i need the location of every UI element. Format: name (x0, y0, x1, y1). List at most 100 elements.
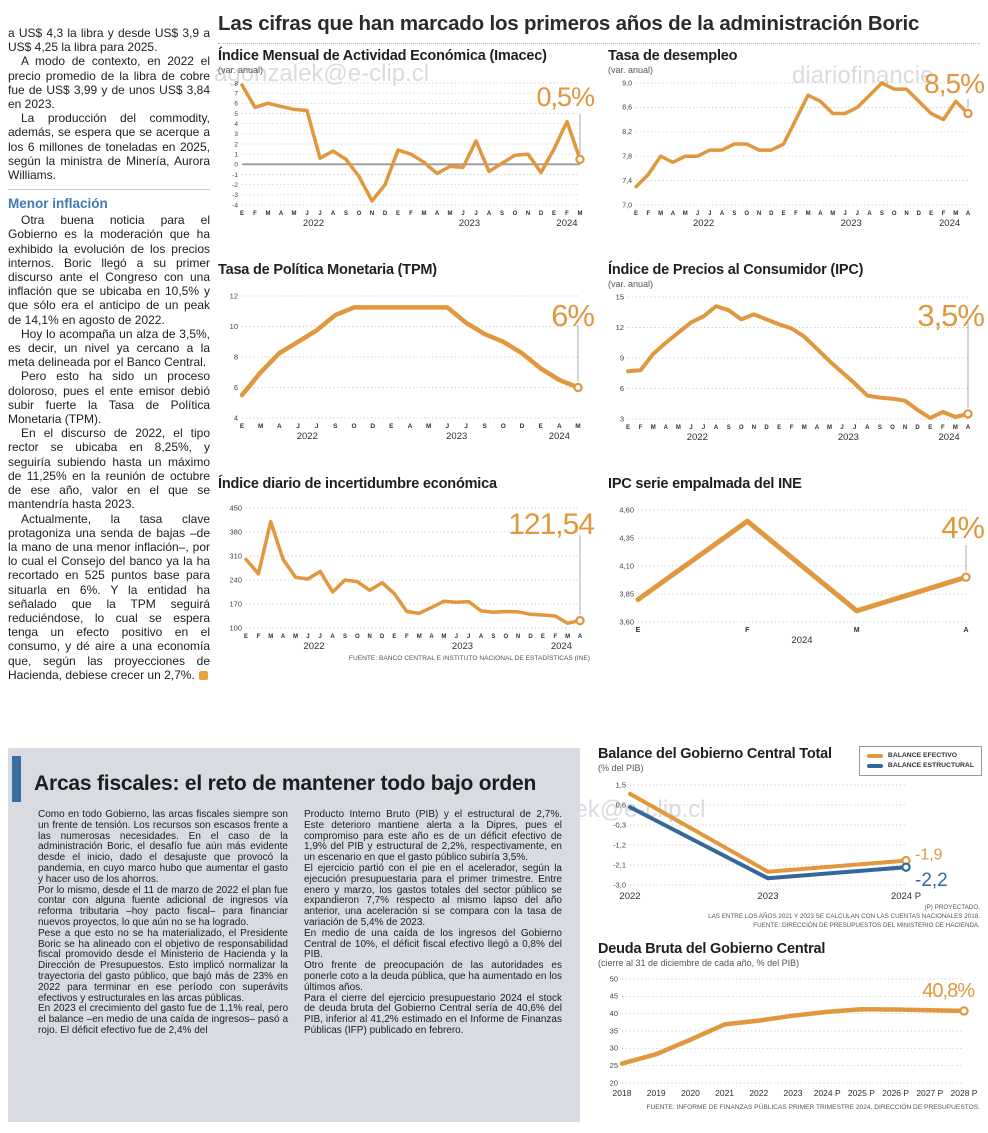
chart-unit: (var. anual) (608, 279, 654, 289)
svg-text:J: J (455, 634, 458, 640)
svg-text:F: F (405, 634, 409, 640)
chart-unit: (% del PIB) (598, 763, 644, 773)
svg-text:M: M (578, 211, 583, 217)
chart-title: Balance del Gobierno Central Total (598, 746, 832, 762)
panel-paragraph: Otro frente de preocupación de las autor… (304, 960, 562, 993)
article-subhead: Menor inflación (8, 189, 210, 211)
svg-text:A: A (815, 425, 820, 431)
svg-text:2026 P: 2026 P (882, 1088, 909, 1098)
svg-text:O: O (351, 423, 356, 430)
svg-text:J: J (305, 211, 308, 217)
svg-text:2024: 2024 (549, 431, 570, 442)
ipc-ine-latest-value: 4% (941, 510, 985, 545)
article-paragraph: a US$ 4,3 la libra y desde US$ 3,9 a US$… (8, 26, 210, 55)
panel-title: Arcas fiscales: el reto de mantener todo… (34, 772, 537, 795)
svg-text:E: E (539, 423, 544, 430)
chart-title: IPC serie empalmada del INE (608, 476, 802, 492)
svg-text:O: O (890, 425, 895, 431)
panel-paragraph: Por lo mismo, desde el 11 de marzo de 20… (38, 884, 288, 928)
svg-text:J: J (306, 634, 309, 640)
svg-text:J: J (467, 634, 470, 640)
legend-label: BALANCE ESTRUCTURAL (887, 762, 974, 769)
svg-text:M: M (854, 627, 860, 634)
svg-text:240: 240 (229, 575, 242, 584)
svg-text:O: O (357, 211, 362, 217)
svg-text:J: J (461, 211, 464, 217)
svg-text:E: E (777, 425, 781, 431)
chart-unit: (cierre al 31 de diciembre de cada año, … (598, 958, 800, 968)
svg-text:9,0: 9,0 (622, 80, 632, 87)
svg-text:D: D (528, 634, 533, 640)
svg-text:M: M (293, 634, 298, 640)
svg-text:A: A (720, 211, 725, 217)
legend: BALANCE EFECTIVO BALANCE ESTRUCTURAL (858, 746, 982, 776)
legend-label: BALANCE EFECTIVO (887, 752, 958, 759)
imacec-latest-value: 0,5% (536, 82, 595, 112)
svg-text:5: 5 (234, 111, 238, 118)
svg-text:F: F (253, 211, 257, 217)
accent-bar (12, 756, 21, 802)
article-paragraph: Hoy lo acompaña un alza de 3,5%, es deci… (8, 326, 210, 370)
svg-text:N: N (516, 634, 520, 640)
panel-paragraph: Como en todo Gobierno, las arcas fiscale… (38, 809, 288, 885)
svg-text:M: M (830, 211, 835, 217)
balance-estructural-swatch (866, 763, 883, 769)
svg-text:A: A (330, 634, 335, 640)
svg-text:M: M (266, 211, 271, 217)
svg-text:2025 P: 2025 P (848, 1088, 875, 1098)
svg-text:J: J (689, 425, 692, 431)
svg-text:50: 50 (610, 974, 618, 983)
source-note: FUENTE: BANCO CENTRAL E INSTITUTO NACION… (348, 655, 590, 662)
svg-text:2024 P: 2024 P (814, 1088, 841, 1098)
svg-text:J: J (445, 423, 449, 430)
svg-text:E: E (636, 627, 641, 634)
svg-text:6: 6 (234, 101, 238, 108)
svg-text:3: 3 (234, 131, 238, 138)
desempleo-latest-value: 8,5% (924, 68, 985, 99)
svg-text:2024: 2024 (556, 218, 577, 229)
svg-text:3,85: 3,85 (619, 589, 634, 598)
svg-text:A: A (867, 211, 872, 217)
svg-text:6: 6 (234, 383, 238, 392)
svg-text:N: N (904, 211, 908, 217)
svg-text:-3,0: -3,0 (613, 880, 626, 889)
svg-text:S: S (732, 211, 736, 217)
footnote: LAS ENTRE LOS AÑOS 2021 Y 2023 SE CALCUL… (708, 913, 980, 920)
svg-text:A: A (281, 634, 286, 640)
svg-text:M: M (426, 423, 431, 430)
chart-imacec: Índice Mensual de Actividad Económica (I… (218, 48, 598, 229)
chart-title: Índice Mensual de Actividad Económica (I… (218, 48, 547, 64)
svg-text:E: E (928, 425, 932, 431)
svg-text:M: M (448, 211, 453, 217)
svg-text:M: M (802, 425, 807, 431)
svg-text:M: M (258, 423, 263, 430)
svg-text:2023: 2023 (446, 431, 467, 442)
svg-text:J: J (315, 423, 319, 430)
chart-title: Deuda Bruta del Gobierno Central (598, 941, 826, 957)
svg-text:8: 8 (234, 80, 238, 87)
svg-text:2023: 2023 (452, 641, 473, 652)
svg-text:15: 15 (616, 292, 624, 301)
svg-text:M: M (441, 634, 446, 640)
svg-text:A: A (818, 211, 823, 217)
svg-text:45: 45 (610, 992, 618, 1001)
svg-text:O: O (501, 423, 506, 430)
svg-text:2024: 2024 (551, 641, 572, 652)
footnote: FUENTE: DIRECCIÓN DE PRESUPUESTOS DEL MI… (753, 922, 980, 929)
svg-text:A: A (279, 211, 284, 217)
svg-text:2022: 2022 (687, 432, 708, 443)
svg-text:7,0: 7,0 (622, 202, 632, 209)
svg-text:-4: -4 (232, 202, 238, 209)
svg-text:8,6: 8,6 (622, 105, 632, 112)
svg-text:4: 4 (234, 121, 238, 128)
svg-text:M: M (422, 211, 427, 217)
svg-text:M: M (565, 634, 570, 640)
svg-text:O: O (744, 211, 749, 217)
svg-text:F: F (646, 211, 650, 217)
svg-text:7,8: 7,8 (622, 154, 632, 161)
svg-text:E: E (244, 634, 248, 640)
svg-text:A: A (714, 425, 719, 431)
svg-text:A: A (331, 211, 336, 217)
svg-text:S: S (500, 211, 504, 217)
